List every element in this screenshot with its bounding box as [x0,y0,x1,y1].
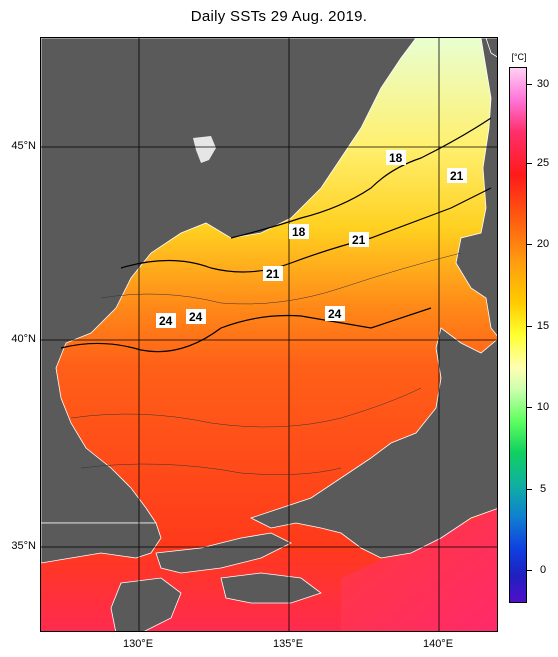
kyushu [110,577,182,631]
chugoku [155,532,292,574]
colorbar-tick-5 [527,489,532,490]
lake-khanka [193,136,216,163]
contour-label-21b: 21 [352,233,366,247]
map-title: Daily SSTs 29 Aug. 2019. [190,8,368,25]
colorbar-tick-20 [527,244,532,245]
hokkaido [455,38,497,337]
sst-map: 18 18 21 21 21 24 24 24 [40,37,498,632]
contour-label-18b: 18 [292,225,306,239]
colorbar-label-15: 15 [536,320,550,332]
colorbar-label-30: 30 [536,78,550,90]
isotherm-24 [60,307,432,353]
colorbar-tick-30 [527,84,532,85]
mainland-asia [41,38,417,524]
sakhalin [485,38,497,58]
isotherm-18 [230,117,492,239]
colorbar-label-10: 10 [536,401,550,413]
colorbar-unit: [°C] [511,52,527,62]
pacific-warm-area [341,508,497,631]
contour-labels: 18 18 21 21 21 24 24 24 [156,150,467,328]
korea-south [41,522,162,564]
graticule [41,38,497,631]
contour-label-24a: 24 [159,314,173,328]
colorbar-tick-0 [527,570,532,571]
lon-label-130e: 130°E [122,638,154,650]
contour-label-21c: 21 [266,267,280,281]
contour-label-24c: 24 [328,307,342,321]
contour-label-24b: 24 [189,310,203,324]
colorbar-tick-10 [527,407,532,408]
shikoku [220,572,322,604]
isotherms [60,117,492,353]
isotherm-21 [120,187,492,273]
colorbar-tick-25 [527,163,532,164]
contour-label-18a: 18 [389,151,403,165]
lon-label-140e: 140°E [422,638,454,650]
colorbar-label-0: 0 [539,564,547,576]
colorbar-label-20: 20 [536,238,550,250]
lat-label-40n: 40°N [11,333,36,345]
honshu [249,327,497,559]
contour-label-21a: 21 [450,169,464,183]
lat-label-35n: 35°N [11,540,36,552]
lat-label-45n: 45°N [11,140,36,152]
colorbar [509,67,527,603]
lon-label-135e: 135°E [272,638,304,650]
colorbar-label-5: 5 [539,483,547,495]
colorbar-label-25: 25 [536,157,550,169]
colorbar-tick-15 [527,326,532,327]
